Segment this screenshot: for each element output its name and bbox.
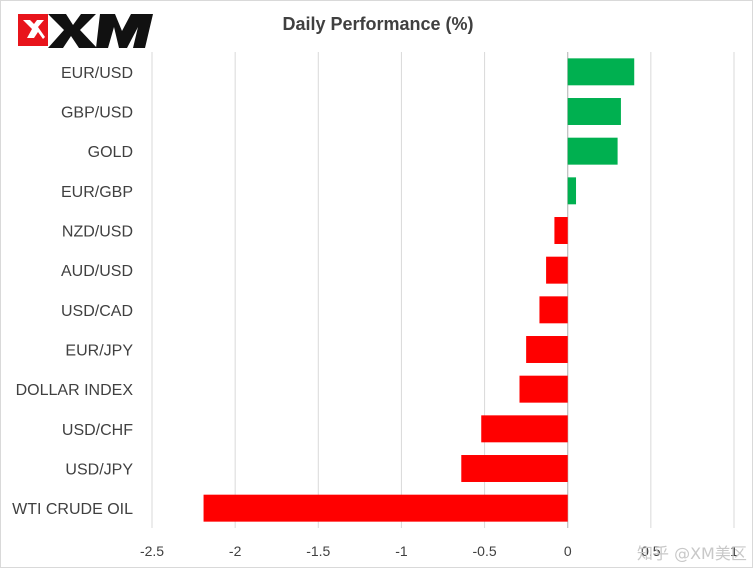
bar-usd-cad: [539, 296, 568, 324]
x-tick-label: -1.5: [306, 543, 330, 559]
bar-eur-usd: [567, 58, 635, 86]
bar-eur-gbp: [567, 177, 577, 205]
bar-usd-chf: [481, 415, 568, 443]
bar-eur-jpy: [526, 336, 568, 363]
chart-title: Daily Performance (%): [282, 14, 473, 34]
gridlines: [151, 52, 735, 528]
x-tick-label: -2: [229, 543, 242, 559]
x-tick-label: -2.5: [140, 543, 164, 559]
category-label: USD/CHF: [62, 422, 133, 439]
category-label: NZD/USD: [62, 224, 133, 241]
bar-gold: [567, 137, 618, 165]
x-tick-labels: -2.5 -2 -1.5 -1 -0.5 0 0.5 1: [140, 543, 738, 559]
xm-logo: [18, 14, 153, 48]
category-label: EUR/GBP: [61, 184, 133, 201]
bar-nzd-usd: [554, 217, 568, 244]
bar-aud-usd: [546, 256, 568, 284]
category-labels: EUR/USD GBP/USD GOLD EUR/GBP NZD/USD AUD/USD U…: [12, 65, 133, 518]
x-tick-label: 0.5: [641, 543, 661, 559]
category-label: GOLD: [88, 144, 133, 161]
category-label: DOLLAR INDEX: [16, 382, 134, 399]
category-label: EUR/USD: [61, 65, 133, 82]
bar-wti-crude-oil: [203, 494, 568, 522]
watermark: 知乎 @XM美区: [637, 544, 747, 563]
category-label: USD/CAD: [61, 303, 133, 320]
bars: [203, 58, 635, 522]
category-label: AUD/USD: [61, 263, 133, 280]
x-tick-label: -0.5: [473, 543, 497, 559]
x-tick-label: 0: [564, 543, 572, 559]
category-label: EUR/JPY: [65, 343, 133, 360]
category-label: GBP/USD: [61, 105, 133, 122]
x-tick-label: 1: [730, 543, 738, 559]
category-label: WTI CRUDE OIL: [12, 501, 133, 518]
bar-usd-jpy: [461, 455, 568, 482]
bar-gbp-usd: [567, 98, 621, 125]
bar-dollar-index: [519, 375, 568, 403]
category-label: USD/JPY: [65, 462, 133, 479]
x-tick-label: -1: [395, 543, 408, 559]
